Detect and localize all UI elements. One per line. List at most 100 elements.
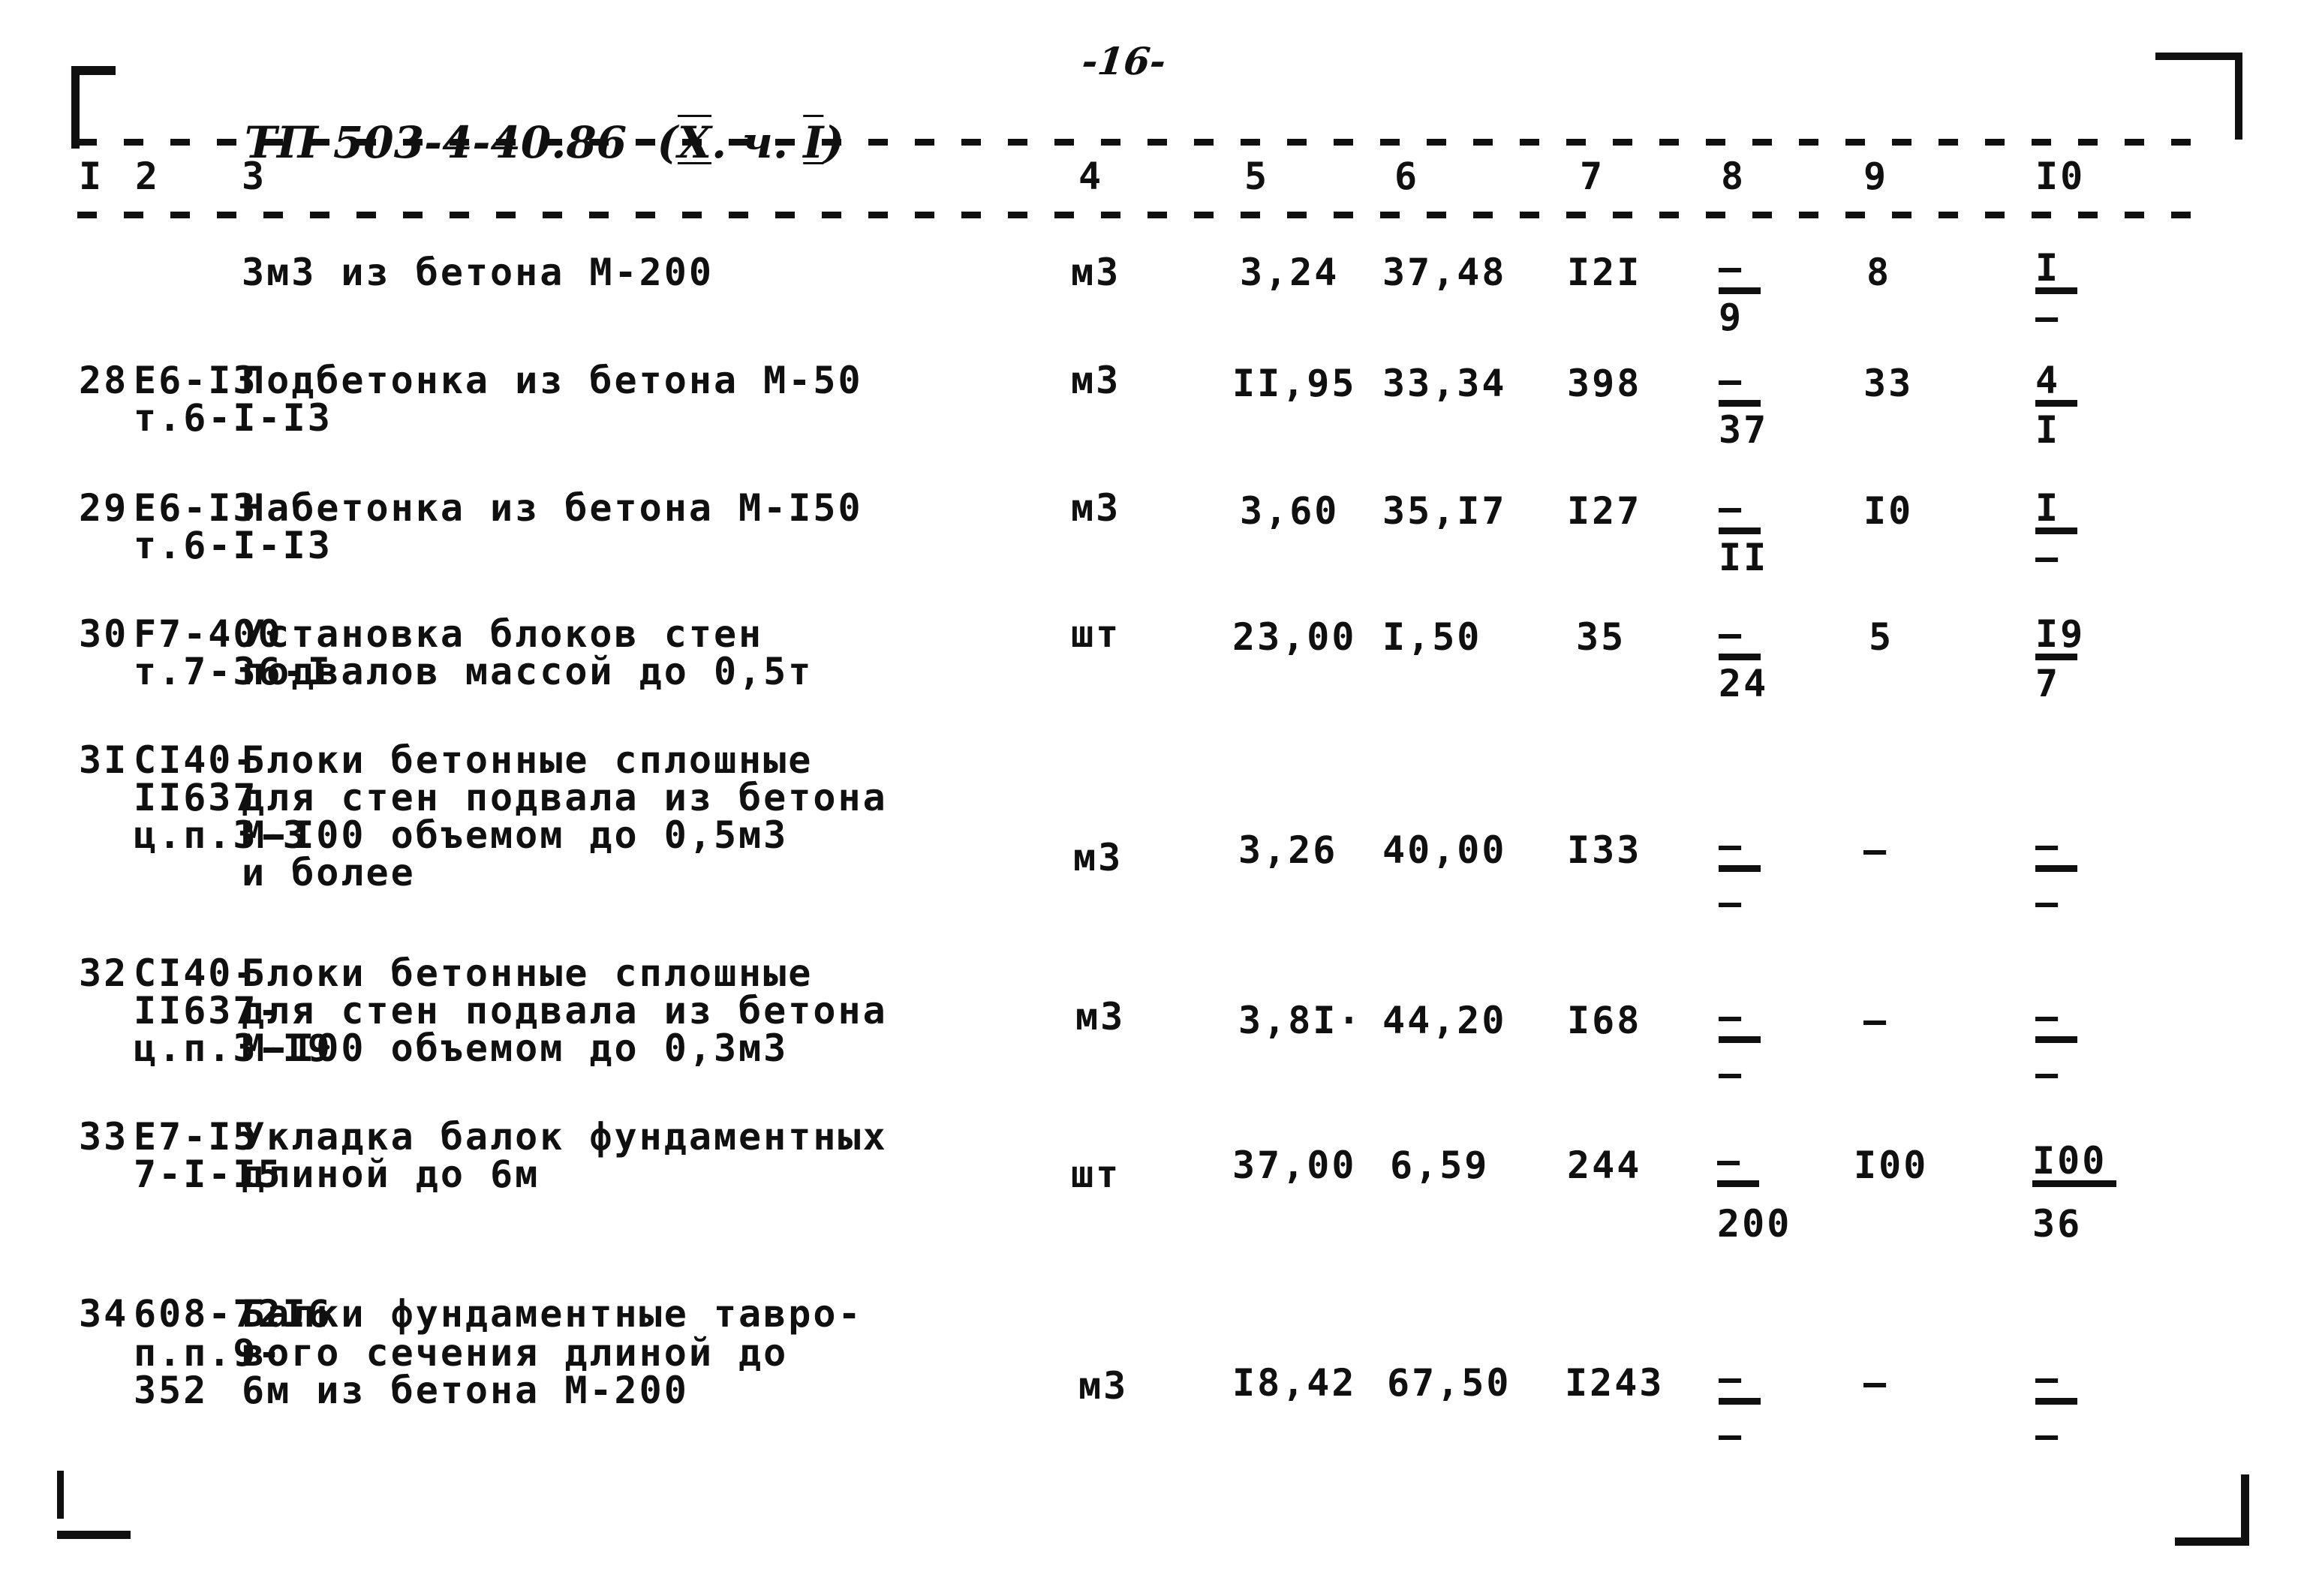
qty-col6: 40,00 (1382, 828, 1507, 872)
desc-line: М-I00 объемом до 0,5м3 (242, 813, 789, 857)
qty-col9: 33 (1863, 362, 1914, 405)
qty-fraction-col10: I9 7 (2035, 612, 2086, 705)
qty-fraction-col8: – 37 (1719, 359, 1769, 452)
qty-col5: 37,00 (1232, 1144, 1357, 1187)
fraction-numerator: – (1719, 359, 1744, 402)
qty-col7: I68 (1567, 999, 1642, 1042)
row-number: 30 (79, 612, 129, 656)
qty-fraction-col10: 4 I (2035, 359, 2077, 449)
code-line: F7-400 (134, 612, 283, 656)
qty-col7: 398 (1567, 362, 1642, 405)
page-number: -16- (1079, 39, 1169, 83)
column-header-7: 7 (1580, 155, 1605, 198)
qty-col9: I0 (1863, 489, 1914, 533)
code-line: т.6-I-I3 (134, 396, 332, 440)
desc-line: 3м3 из бетона М-200 (242, 251, 714, 294)
fraction-numerator: – (1719, 995, 1744, 1038)
qty-col9: – (1863, 1361, 1889, 1405)
unit: м3 (1071, 251, 1121, 294)
code-line: II637- (134, 989, 283, 1032)
fraction-numerator: I (2035, 246, 2061, 290)
fraction-bar (1717, 1180, 1759, 1187)
fraction-bar (2035, 1398, 2077, 1405)
crop-mark-bottom-right (2175, 1474, 2249, 1546)
qty-col6: 33,34 (1382, 362, 1507, 405)
fraction-bar (2035, 527, 2077, 534)
qty-col6: 67,50 (1387, 1361, 1511, 1405)
qty-col9: I00 (1854, 1144, 1929, 1187)
code-line: 608-72I6 (134, 1292, 332, 1336)
qty-col9: 5 (1869, 615, 1894, 659)
crop-mark-top-left (71, 66, 116, 149)
row-number: 32 (79, 951, 129, 995)
desc-line: Установка блоков стен (242, 612, 764, 656)
qty-fraction-col8: – 9 (1719, 246, 1761, 339)
desc-line: Подбетонка из бетона М-50 (242, 359, 863, 402)
qty-fraction-col10: – – (2035, 1357, 2077, 1454)
unit: м3 (1075, 995, 1126, 1038)
unit: м3 (1073, 836, 1123, 879)
column-header-3: 3 (242, 155, 267, 198)
code-line: CI40- (134, 738, 258, 782)
code-line: Е7-I5 (134, 1115, 258, 1159)
fraction-numerator: – (1719, 824, 1744, 867)
qty-col5: I8,42 (1232, 1361, 1357, 1405)
fraction-bar (1719, 865, 1761, 872)
desc-line: Блоки бетонные сплошные (242, 951, 814, 995)
fraction-numerator: – (1719, 1357, 1744, 1400)
fraction-numerator: – (2035, 995, 2061, 1038)
qty-fraction-col10: – – (2035, 995, 2077, 1096)
desc-line: длиной до 6м (242, 1153, 540, 1196)
fraction-denominator: 37 (1719, 408, 1769, 452)
fraction-numerator: 4 (2035, 359, 2061, 402)
fraction-bar (1719, 1036, 1761, 1043)
fraction-denominator: 9 (1719, 296, 1744, 339)
unit: шт (1071, 1153, 1121, 1196)
desc-line: Балки фундаментные тавро- (242, 1292, 863, 1336)
code-line: II637 (134, 776, 258, 819)
fraction-bar (2035, 400, 2077, 407)
qty-col7: 35 (1576, 615, 1626, 659)
fraction-denominator: 200 (1717, 1202, 1792, 1246)
qty-fraction-col8: – – (1719, 824, 1761, 921)
fraction-numerator: – (2035, 1357, 2061, 1400)
crop-mark-bottom-left-horizontal (57, 1531, 131, 1539)
desc-line: Блоки бетонные сплошные (242, 738, 814, 782)
fraction-bar (1719, 654, 1761, 660)
row-number: 3I (79, 738, 129, 782)
qty-col7: I33 (1567, 828, 1642, 872)
column-header-1: I (79, 155, 104, 198)
desc-line: для стен подвала из бетона (242, 989, 888, 1032)
desc-line: М-I00 объемом до 0,3м3 (242, 1026, 789, 1070)
fraction-numerator: I9 (2035, 612, 2086, 656)
fraction-denominator: – (2035, 1052, 2061, 1096)
column-header-4: 4 (1078, 155, 1104, 198)
fraction-numerator: I (2035, 486, 2061, 530)
code-line: п.п.9- (134, 1331, 283, 1375)
code-line: Е6-I3 (134, 359, 258, 402)
unit: м3 (1071, 486, 1121, 530)
fraction-denominator: 36 (2032, 1202, 2083, 1246)
fraction-denominator: – (2035, 881, 2061, 924)
qty-fraction-col10: I – (2035, 246, 2077, 336)
fraction-denominator: 7 (2035, 662, 2061, 705)
qty-col5: 3,60 (1240, 489, 1340, 533)
desc-line: Набетонка из бетона М-I50 (242, 486, 863, 530)
unit: м3 (1078, 1364, 1129, 1408)
column-header-6: 6 (1394, 155, 1420, 198)
code-line: CI40- (134, 951, 258, 995)
qty-col9: – (1863, 828, 1889, 872)
fraction-numerator: – (1719, 246, 1744, 290)
qty-col5: 3,8I· (1238, 999, 1363, 1042)
qty-col5: II,95 (1232, 362, 1357, 405)
qty-fraction-col8: – 24 (1719, 615, 1769, 705)
desc-line: Укладка балок фундаментных (242, 1115, 888, 1159)
qty-col6: 6,59 (1390, 1144, 1490, 1187)
code-line: т.6-I-I3 (134, 524, 332, 567)
fraction-bar (2035, 1036, 2077, 1043)
crop-mark-bottom-left-vertical (57, 1471, 64, 1519)
qty-col5: 23,00 (1232, 615, 1357, 659)
column-header-2: 2 (135, 155, 161, 198)
fraction-denominator: 24 (1719, 662, 1769, 705)
qty-fraction-col8: – – (1719, 1357, 1761, 1454)
